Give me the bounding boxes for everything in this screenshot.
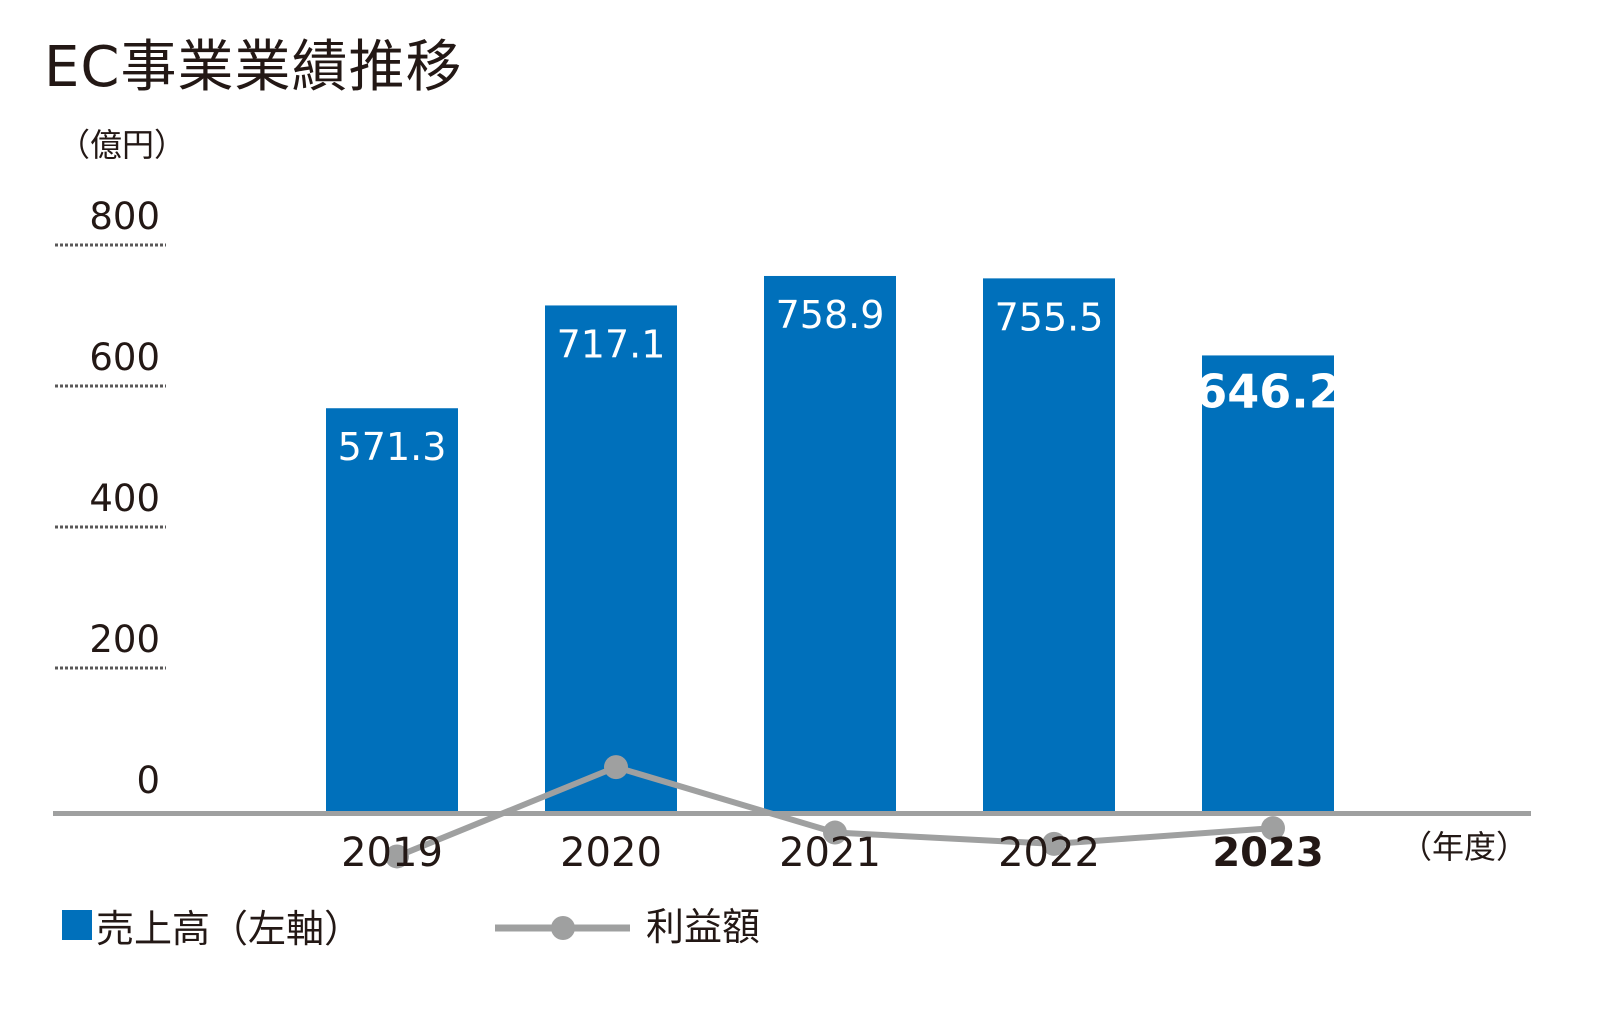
axis-units: （億円） （年度）	[58, 126, 1528, 866]
bar-label-2023: 646.2	[1195, 364, 1341, 418]
x-axis	[53, 811, 1531, 816]
x-tick-labels: 2019 2020 2021 2022 2023	[341, 830, 1324, 876]
legend: 売上高（左軸） 利益額	[62, 905, 760, 951]
bar-2019	[326, 408, 458, 811]
legend-bar-label: 売上高（左軸）	[96, 907, 362, 951]
x-tick-2019: 2019	[341, 830, 443, 876]
profit-point-2020	[604, 755, 628, 780]
y-tick-800: 800	[89, 195, 160, 238]
bar-label-2022: 755.5	[995, 295, 1104, 339]
x-tick-2020: 2020	[560, 830, 662, 876]
x-axis-unit: （年度）	[1400, 828, 1528, 866]
bar-label-2019: 571.3	[338, 425, 447, 469]
x-axis-line	[53, 811, 1531, 816]
profit-point-2022	[1042, 831, 1066, 856]
bar-2020	[545, 305, 677, 811]
grid-lines	[55, 243, 166, 670]
x-tick-2023: 2023	[1212, 830, 1323, 876]
legend-line-label: 利益額	[646, 905, 760, 949]
bar-labels: 571.3 717.1 758.9 755.5 646.2	[338, 293, 1341, 469]
profit-point-2023	[1261, 816, 1285, 841]
legend-line-marker	[551, 916, 575, 940]
y-tick-600: 600	[89, 336, 160, 379]
chart-title: EC事業業績推移	[44, 35, 463, 100]
y-tick-400: 400	[89, 477, 160, 520]
bar-2022	[983, 278, 1115, 811]
y-tick-0: 0	[136, 759, 160, 802]
y-tick-200: 200	[89, 618, 160, 661]
bars	[326, 275, 1334, 812]
bar-2021	[764, 275, 896, 812]
x-tick-2021: 2021	[779, 830, 881, 876]
bar-2023	[1202, 355, 1334, 811]
x-tick-2022: 2022	[998, 830, 1100, 876]
y-axis-unit: （億円）	[58, 126, 186, 164]
profit-point-2019	[385, 844, 409, 869]
profit-line	[385, 755, 1285, 869]
profit-point-2021	[823, 820, 847, 845]
bar-label-2020: 717.1	[557, 322, 666, 366]
bar-label-2021: 758.9	[776, 293, 885, 337]
y-tick-labels: 0 200 400 600 800	[89, 195, 160, 802]
legend-bar-swatch	[62, 910, 92, 940]
